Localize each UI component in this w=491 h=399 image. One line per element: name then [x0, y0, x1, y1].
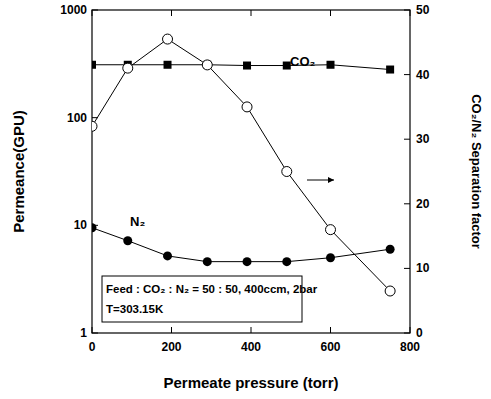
x-axis-title: Permeate pressure (torr)	[163, 374, 338, 391]
x-tick-label: 200	[161, 340, 181, 354]
y2-axis-title: CO₂/N₂ Separation factor	[469, 94, 484, 249]
data-point	[385, 286, 395, 296]
x-tick	[171, 10, 172, 16]
y2-tick-label: 10	[416, 261, 430, 275]
chart: 0 200 400 600 800 1 10 100 1000 0 10 20 30 40 50 Permea…	[0, 0, 491, 399]
annotation: T=303.15K	[106, 303, 164, 315]
y2-tick	[404, 333, 410, 334]
data-point	[243, 257, 252, 266]
x-tick-label: 400	[241, 340, 261, 354]
y2-tick	[404, 74, 410, 75]
y2-tick-label: 20	[416, 197, 430, 211]
series-label: CO₂	[290, 54, 316, 69]
data-point	[326, 225, 336, 235]
x-tick	[171, 327, 172, 333]
y-tick-label: 1000	[60, 3, 87, 17]
data-point	[164, 61, 172, 69]
y2-tick	[404, 203, 410, 204]
y2-tick-label: 50	[416, 3, 430, 17]
x-tick-label: 800	[400, 340, 420, 354]
y-axis-title: Permeance(GPU)	[10, 110, 27, 233]
plot-frame	[92, 10, 410, 333]
data-point	[326, 253, 335, 262]
x-tick	[92, 327, 93, 333]
y2-tick	[404, 10, 410, 11]
data-point	[163, 34, 173, 44]
data-point	[163, 251, 172, 260]
data-point	[92, 61, 96, 69]
y-tick	[92, 333, 98, 334]
y2-tick-label: 30	[416, 132, 430, 146]
annotation: Feed : CO₂ : N₂ = 50 : 50, 400ccm, 2bar	[106, 283, 318, 295]
y-tick-label: 10	[74, 218, 88, 232]
x-tick	[251, 10, 252, 16]
series-label: N₂	[130, 214, 145, 229]
data-point	[123, 236, 132, 245]
x-tick	[92, 10, 93, 16]
x-tick	[330, 10, 331, 16]
x-tick-label: 600	[320, 340, 340, 354]
series-line	[92, 65, 390, 70]
x-tick-label: 0	[89, 340, 96, 354]
y-tick-label: 1	[80, 326, 87, 340]
data-point	[242, 102, 252, 112]
y2-tick-label: 0	[416, 326, 423, 340]
axis-arrow-head	[328, 177, 334, 183]
data-point	[282, 257, 291, 266]
series-line	[92, 39, 390, 291]
y2-tick-label: 40	[416, 68, 430, 82]
y-tick-label: 100	[67, 111, 87, 125]
plot-area	[92, 34, 395, 296]
x-tick	[251, 327, 252, 333]
y2-tick	[404, 139, 410, 140]
data-point	[203, 257, 212, 266]
x-tick	[410, 10, 411, 16]
y-tick	[92, 10, 98, 11]
data-point	[92, 121, 97, 131]
data-point	[123, 63, 133, 73]
data-point	[92, 223, 97, 232]
x-tick	[330, 327, 331, 333]
data-point	[243, 62, 251, 70]
data-point	[327, 61, 335, 69]
data-point	[282, 167, 292, 177]
data-point	[386, 245, 395, 254]
data-point	[386, 66, 394, 74]
x-tick	[410, 327, 411, 333]
y2-tick	[404, 268, 410, 269]
data-point	[202, 60, 212, 70]
